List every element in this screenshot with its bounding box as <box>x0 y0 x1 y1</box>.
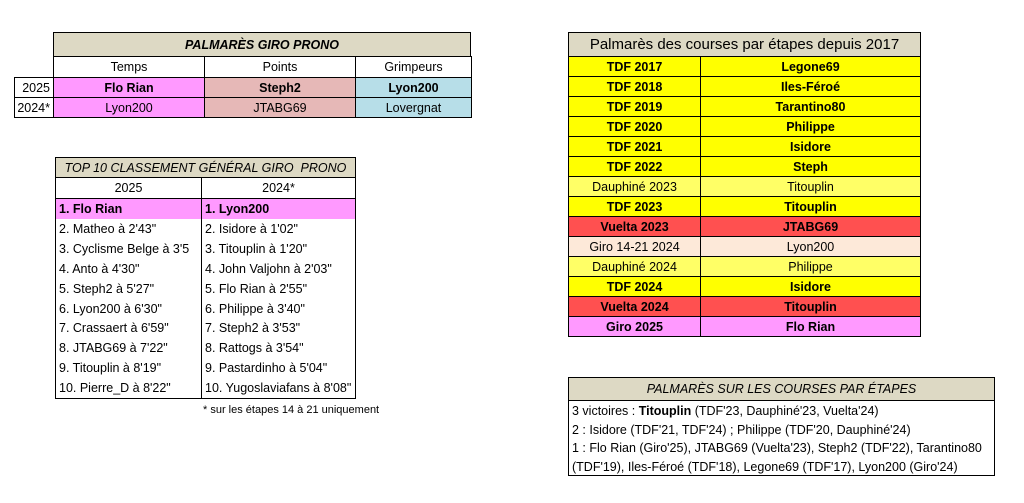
table-title: PALMARÈS GIRO PRONO <box>53 32 471 57</box>
rank-cell: 9. Titouplin à 8'19" <box>59 361 162 376</box>
cell: Lyon200 <box>355 77 472 98</box>
race-cell: TDF 2020 <box>568 116 701 137</box>
rank-cell: 7. Steph2 à 3'53" <box>205 321 301 336</box>
winner-cell: Titouplin <box>700 296 921 317</box>
rank-cell: 2. Matheo à 2'43" <box>59 221 157 236</box>
winner-cell: Philippe <box>700 116 921 137</box>
rank-cell: 8. JTABG69 à 7'22" <box>59 341 168 356</box>
race-cell: TDF 2024 <box>568 276 701 297</box>
rank-cell: 2. Isidore à 1'02" <box>205 221 298 236</box>
row-year: 2024* <box>14 97 54 118</box>
rank-cell: 6. Lyon200 à 6'30" <box>59 301 162 316</box>
race-cell: Dauphiné 2024 <box>568 256 701 277</box>
winner-cell: Isidore <box>700 276 921 297</box>
winner-cell: Isidore <box>700 136 921 157</box>
column-header: 2024* <box>201 177 356 199</box>
rank-cell: 10. Yugoslaviafans à 8'08" <box>205 381 352 396</box>
table-title: Palmarès des courses par étapes depuis 2… <box>568 32 921 57</box>
winner-cell: Titouplin <box>700 196 921 217</box>
winner-cell: Iles-Féroé <box>700 76 921 97</box>
cell: JTABG69 <box>204 97 356 118</box>
summary-line: 1 : Flo Rian (Giro'25), JTABG69 (Vuelta'… <box>572 441 982 455</box>
rank-cell: 4. John Valjohn à 2'03" <box>205 261 332 276</box>
column-header: Temps <box>53 56 205 78</box>
row-year: 2025 <box>14 77 54 98</box>
cell: Flo Rian <box>53 77 205 98</box>
summary-text: (TDF'23, Dauphiné'23, Vuelta'24) <box>691 403 879 418</box>
race-cell: TDF 2018 <box>568 76 701 97</box>
cell: Steph2 <box>204 77 356 98</box>
race-cell: Giro 2025 <box>568 316 701 337</box>
summary-text: 3 victoires : <box>572 403 639 418</box>
winner-cell: Philippe <box>700 256 921 277</box>
winner-cell: Flo Rian <box>700 316 921 337</box>
race-cell: Giro 14-21 2024 <box>568 236 701 257</box>
race-cell: Vuelta 2023 <box>568 216 701 237</box>
footnote: * sur les étapes 14 à 21 uniquement <box>203 404 380 416</box>
rank-cell: 5. Flo Rian à 2'55" <box>205 281 308 296</box>
summary-line: 2 : Isidore (TDF'21, TDF'24) ; Philippe … <box>572 422 911 437</box>
rank-cell: 8. Rattogs à 3'54" <box>205 341 304 356</box>
race-cell: TDF 2019 <box>568 96 701 117</box>
column-header: Grimpeurs <box>355 56 472 78</box>
summary-line: 3 victoires : Titouplin (TDF'23, Dauphin… <box>569 401 989 420</box>
winner-cell: Tarantino80 <box>700 96 921 117</box>
summary-line: (TDF'19), Iles-Féroé (TDF'18), Legone69 … <box>572 459 958 474</box>
rank-cell: 1. Lyon200 <box>202 199 355 219</box>
summary-frame <box>568 400 995 476</box>
column-header: 2025 <box>55 177 202 199</box>
rank-cell: 5. Steph2 à 5'27" <box>59 281 155 296</box>
rank-cell: 7. Crassaert à 6'59" <box>59 321 169 336</box>
winner-cell: JTABG69 <box>700 216 921 237</box>
race-cell: Dauphiné 2023 <box>568 176 701 197</box>
column-frame <box>201 198 356 399</box>
rank-cell: 3. Cyclisme Belge à 3'5 <box>59 241 190 256</box>
summary-text: Titouplin <box>638 403 692 418</box>
rank-cell: 9. Pastardinho à 5'04" <box>205 361 328 376</box>
table-title: TOP 10 CLASSEMENT GÉNÉRAL GIRO PRONO <box>55 157 356 178</box>
table-title: PALMARÈS SUR LES COURSES PAR ÉTAPES <box>568 377 995 401</box>
race-cell: TDF 2023 <box>568 196 701 217</box>
winner-cell: Legone69 <box>700 56 921 77</box>
winner-cell: Lyon200 <box>700 236 921 257</box>
rank-cell: 4. Anto à 4'30" <box>59 261 140 276</box>
cell: Lyon200 <box>53 97 205 118</box>
column-header: Points <box>204 56 356 78</box>
race-cell: TDF 2022 <box>568 156 701 177</box>
race-cell: TDF 2021 <box>568 136 701 157</box>
rank-cell: 3. Titouplin à 1'20" <box>205 241 308 256</box>
cell: Lovergnat <box>355 97 472 118</box>
winner-cell: Steph <box>700 156 921 177</box>
rank-cell: 10. Pierre_D à 8'22" <box>59 381 171 396</box>
rank-cell: 6. Philippe à 3'40" <box>205 301 305 316</box>
race-cell: TDF 2017 <box>568 56 701 77</box>
race-cell: Vuelta 2024 <box>568 296 701 317</box>
rank-cell: 1. Flo Rian <box>56 199 201 219</box>
winner-cell: Titouplin <box>700 176 921 197</box>
